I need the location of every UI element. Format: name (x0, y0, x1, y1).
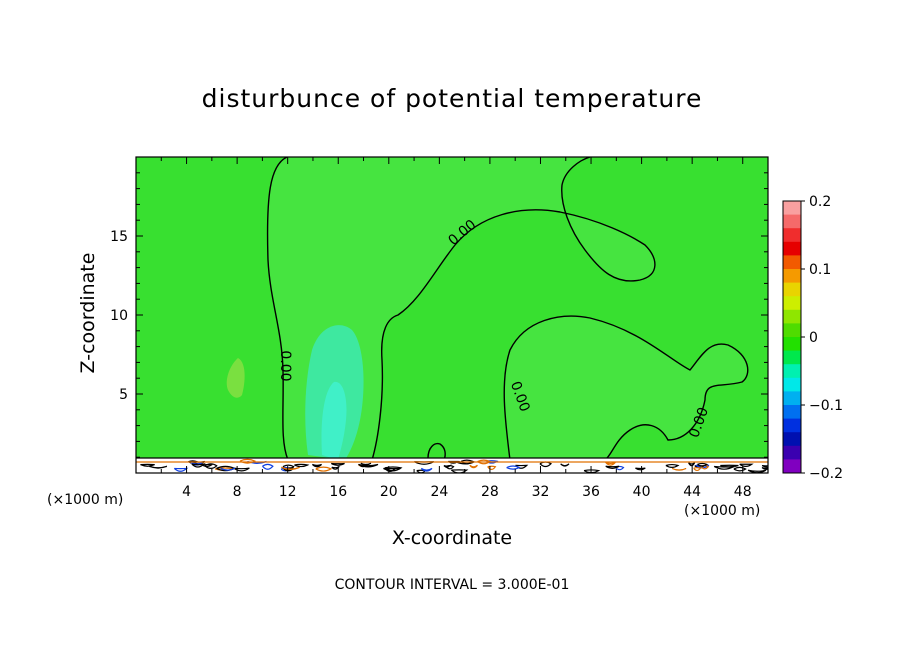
x-unit-left: (×1000 m) (47, 492, 124, 508)
surface-contour (201, 464, 213, 468)
surface-contour (761, 464, 768, 469)
surface-contour (469, 464, 478, 469)
surface-contour (294, 463, 310, 468)
colorbar-band (783, 282, 801, 297)
colorbar-band (783, 350, 801, 365)
y-tick-label: 5 (119, 387, 128, 403)
surface-contour (583, 469, 601, 473)
surface-contour (665, 463, 680, 468)
surface-contour (635, 467, 646, 471)
x-tick-label: 20 (380, 484, 398, 500)
surface-contour (311, 463, 323, 468)
colorbar-band (783, 296, 801, 311)
region-negative-inner (321, 381, 347, 460)
colorbar-tick-label: 0.2 (809, 194, 831, 210)
surface-contour (360, 462, 372, 466)
surface-contour (233, 467, 250, 472)
surface-contour (697, 462, 709, 467)
x-tick-label: 8 (233, 484, 242, 500)
y-tick-label: 15 (110, 229, 128, 245)
x-tick-label: 28 (481, 484, 499, 500)
surface-contour (443, 464, 452, 468)
x-axis-label: X-coordinate (391, 527, 513, 549)
surface-contour (140, 463, 155, 467)
contour-zero-right (503, 315, 749, 461)
colorbar-band (783, 445, 801, 460)
colorbar-tick-label: 0.1 (809, 262, 831, 278)
surface-contour (460, 459, 474, 465)
colorbar-tick-label: 0 (809, 330, 818, 346)
surface-contour (671, 467, 687, 471)
colorbar-tick-label: −0.2 (809, 466, 843, 482)
colorbar-band (783, 323, 801, 338)
surface-contour (688, 462, 696, 467)
surface-contour (262, 463, 274, 470)
x-tick-label: 48 (734, 484, 752, 500)
colorbar: 0.2 0.1 0 −0.1 −0.2 (782, 194, 843, 482)
contour-label-2: 0.00 (277, 350, 293, 381)
surface-contour (239, 458, 257, 464)
colorbar-band (783, 391, 801, 406)
colorbar-band (783, 377, 801, 392)
colorbar-band (783, 241, 801, 256)
x-tick-label: 16 (329, 484, 347, 500)
x-tick-label: 4 (182, 484, 191, 500)
x-tick-label: 36 (582, 484, 600, 500)
colorbar-band (783, 459, 801, 474)
colorbar-band (783, 201, 801, 216)
surface-contour (281, 466, 300, 470)
surface-contour (693, 467, 702, 472)
region-positive-blob (226, 358, 245, 398)
chart-title: disturbunce of potential temperature (201, 84, 703, 113)
contour-interval-note: CONTOUR INTERVAL = 3.000E-01 (334, 577, 570, 593)
x-tick-label: 40 (633, 484, 651, 500)
contour-zero-left (266, 157, 289, 461)
contour-zero-upper (371, 157, 656, 461)
colorbar-band (783, 364, 801, 379)
colorbar-band (783, 418, 801, 433)
colorbar-band (783, 228, 801, 243)
surface-contour (605, 465, 620, 469)
y-axis-label: Z-coordinate (77, 252, 99, 374)
colorbar-band (783, 214, 801, 229)
surface-contour (220, 467, 236, 471)
region-negative-right (504, 316, 748, 460)
colorbar-band (783, 309, 801, 324)
colorbar-band (783, 337, 801, 352)
surface-contour (720, 464, 739, 468)
surface-contour (149, 465, 168, 469)
x-unit-right: (×1000 m) (684, 503, 761, 519)
y-tick-label: 10 (110, 308, 128, 324)
colorbar-band (783, 255, 801, 270)
plot-area (136, 157, 768, 473)
x-tick-label: 32 (532, 484, 550, 500)
surface-contours (136, 457, 768, 473)
surface-contour (358, 463, 379, 468)
surface-contour (560, 463, 570, 467)
colorbar-band (783, 269, 801, 284)
colorbar-band (783, 432, 801, 447)
surface-contour (761, 467, 768, 470)
colorbar-band (783, 405, 801, 420)
contour-zero-small (427, 442, 446, 461)
surface-contour (331, 465, 341, 470)
surface-contour (315, 466, 333, 472)
surface-contour (420, 467, 433, 472)
region-negative-upper (267, 157, 655, 460)
x-tick-label: 12 (279, 484, 297, 500)
colorbar-tick-label: −0.1 (809, 398, 843, 414)
surface-contour (506, 465, 521, 470)
surface-contour (733, 466, 747, 472)
surface-contour (747, 469, 767, 473)
x-tick-label: 44 (683, 484, 701, 500)
surface-contour (330, 462, 345, 466)
x-tick-label: 24 (430, 484, 448, 500)
surface-contour (191, 462, 206, 468)
